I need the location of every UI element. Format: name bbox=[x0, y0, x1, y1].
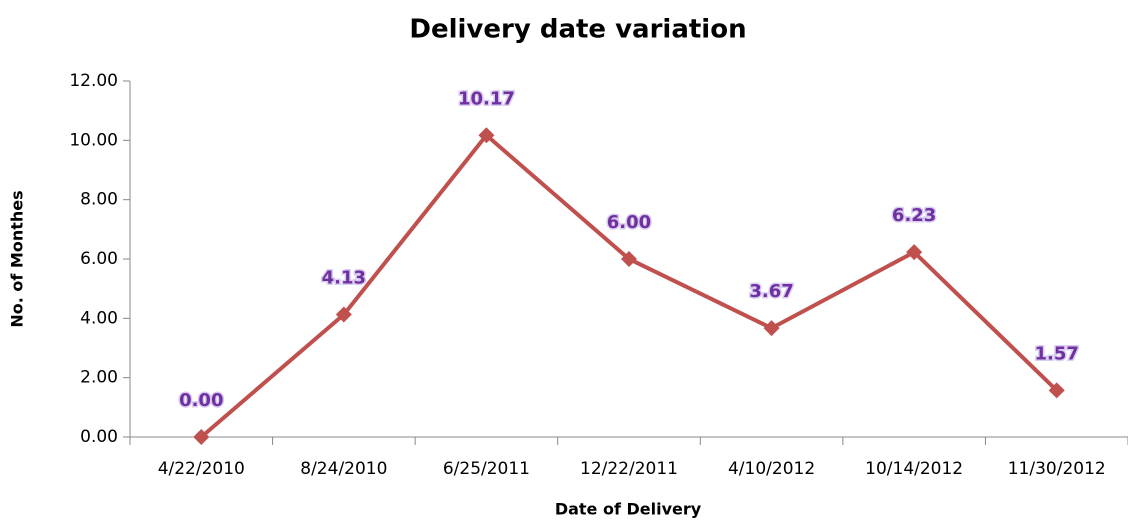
marker bbox=[621, 251, 637, 267]
x-tick-label: 10/14/2012 bbox=[865, 459, 963, 479]
x-tick-label: 4/10/2012 bbox=[728, 459, 815, 479]
data-label: 10.17 bbox=[458, 88, 515, 109]
data-label: 4.13 bbox=[322, 267, 366, 288]
data-label: 3.67 bbox=[749, 281, 793, 302]
marker bbox=[478, 127, 495, 144]
x-tick-label: 8/24/2010 bbox=[300, 459, 387, 479]
x-tick-label: 6/25/2011 bbox=[443, 459, 530, 479]
y-axis-title: No. of Monthes bbox=[8, 190, 27, 327]
x-tick-label: 12/22/2011 bbox=[580, 459, 678, 479]
marker bbox=[1048, 382, 1065, 399]
x-tick-label: 11/30/2012 bbox=[1008, 459, 1106, 479]
y-tick-label: 0.00 bbox=[80, 427, 118, 447]
y-tick-label: 8.00 bbox=[80, 190, 118, 210]
y-tick-label: 2.00 bbox=[80, 368, 118, 388]
marker bbox=[906, 244, 923, 261]
x-axis-title: Date of Delivery bbox=[555, 500, 702, 519]
marker bbox=[193, 429, 210, 445]
y-tick-label: 12.00 bbox=[69, 71, 118, 91]
marker bbox=[763, 320, 780, 337]
data-label: 1.57 bbox=[1035, 343, 1079, 364]
data-label: 6.00 bbox=[607, 212, 651, 233]
y-tick-label: 6.00 bbox=[80, 249, 118, 269]
data-label: 0.00 bbox=[179, 390, 223, 411]
y-tick-label: 4.00 bbox=[80, 308, 118, 328]
data-label: 6.23 bbox=[892, 205, 936, 226]
marker bbox=[335, 306, 352, 323]
y-tick-label: 10.00 bbox=[69, 130, 118, 150]
x-tick-label: 4/22/2010 bbox=[158, 459, 245, 479]
chart-title: Delivery date variation bbox=[409, 15, 746, 45]
